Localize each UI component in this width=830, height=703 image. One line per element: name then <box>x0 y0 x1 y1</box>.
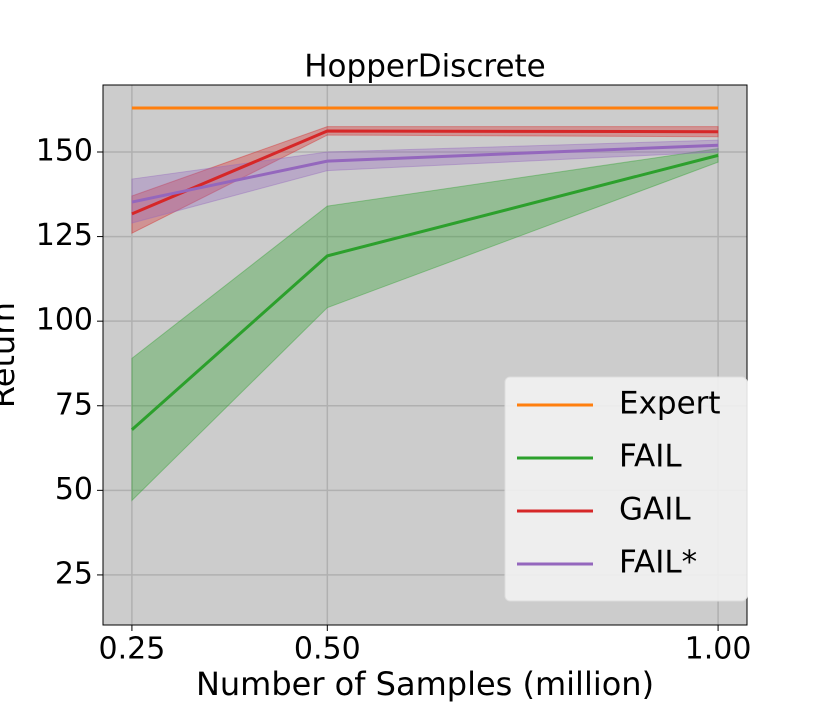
y-axis-label: Return <box>0 302 22 408</box>
y-tick-label: 25 <box>55 556 93 591</box>
grid <box>103 85 747 625</box>
legend-label: FAIL <box>619 439 682 475</box>
series-line <box>131 129 719 216</box>
error-band <box>131 139 719 224</box>
legend-label: GAIL <box>619 492 691 528</box>
x-tick-label: 0.25 <box>99 632 166 667</box>
legend-box <box>504 376 748 602</box>
plot-frame <box>102 84 748 626</box>
y-tick-label: 50 <box>55 472 93 507</box>
chart-title: HopperDiscrete <box>304 49 546 85</box>
series-line <box>131 143 719 204</box>
lines <box>130 106 719 431</box>
legend-label: Expert <box>619 386 721 422</box>
x-tick-label: 1.00 <box>685 632 752 667</box>
legend: Expert FAIL GAIL FAIL* <box>504 376 748 602</box>
x-tick-label: 0.50 <box>294 632 361 667</box>
y-tick-label: 75 <box>55 387 93 422</box>
series-line <box>130 153 719 431</box>
x-axis-label: Number of Samples (million) <box>196 665 654 703</box>
y-tick-label: 150 <box>36 133 93 168</box>
y-tick-label: 100 <box>36 303 93 338</box>
legend-label: FAIL* <box>619 545 697 581</box>
y-tick-label: 125 <box>36 218 93 253</box>
